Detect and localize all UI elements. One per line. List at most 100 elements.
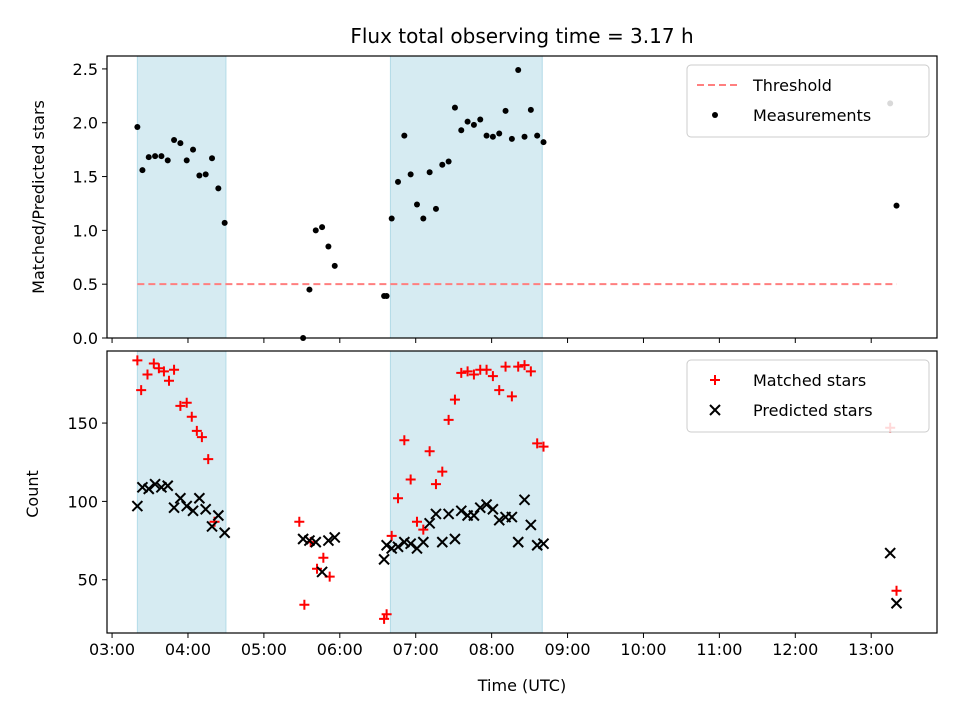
measurement-point bbox=[445, 158, 452, 165]
matched-star-point bbox=[405, 474, 416, 485]
matched-star-point bbox=[294, 516, 305, 527]
predicted-star-point bbox=[417, 536, 430, 548]
legend: Matched stars Predicted stars bbox=[686, 359, 930, 433]
matched-star-point bbox=[399, 435, 410, 446]
measurement-point bbox=[158, 153, 165, 160]
measurement-point bbox=[190, 146, 197, 153]
chart-title: Flux total observing time = 3.17 h bbox=[350, 24, 693, 48]
predicted-star-point bbox=[518, 494, 531, 506]
measurement-point bbox=[496, 130, 503, 137]
x-tick-label: 08:00 bbox=[469, 640, 515, 659]
matched-star-point bbox=[181, 397, 192, 408]
predicted-star-point bbox=[378, 553, 390, 566]
x-tick-label: 12:00 bbox=[772, 640, 818, 659]
predicted-star-point bbox=[890, 597, 903, 609]
predicted-star-point bbox=[487, 503, 499, 515]
measurement-point bbox=[483, 132, 490, 139]
top-y-axis-label: Matched/Predicted stars bbox=[29, 100, 48, 294]
matched-star-point bbox=[196, 432, 207, 443]
predicted-star-point bbox=[474, 501, 486, 514]
x-axis-label: Time (UTC) bbox=[477, 676, 566, 695]
matched-star-point bbox=[494, 385, 505, 396]
matched-star-point bbox=[506, 391, 517, 402]
matched-star-point bbox=[169, 364, 180, 375]
predicted-star-point bbox=[436, 536, 448, 548]
matched-star-point bbox=[163, 375, 174, 386]
legend-matched-swatch bbox=[710, 375, 720, 385]
predicted-star-point bbox=[455, 505, 467, 517]
y-tick-label: 150 bbox=[67, 414, 98, 433]
matched-star-point bbox=[525, 366, 536, 377]
predicted-star-point bbox=[329, 531, 341, 544]
bottom-y-axis-label: Count bbox=[23, 470, 42, 518]
predicted-star-point bbox=[212, 509, 225, 522]
predicted-star-point bbox=[168, 501, 180, 514]
shaded-span bbox=[136, 55, 227, 339]
matched-star-point bbox=[449, 394, 460, 405]
measurement-point bbox=[432, 205, 439, 212]
measurement-point bbox=[420, 215, 427, 222]
matched-star-point bbox=[538, 441, 549, 452]
matched-star-point bbox=[386, 530, 397, 541]
predicted-star-point bbox=[512, 536, 524, 548]
matched-star-point bbox=[424, 446, 435, 457]
matched-star-point bbox=[299, 599, 310, 610]
measurement-point bbox=[458, 127, 465, 134]
matched-star-point bbox=[318, 552, 329, 563]
x-tick-label: 10:00 bbox=[620, 640, 666, 659]
measurement-point bbox=[401, 132, 408, 139]
matched-star-point bbox=[136, 385, 147, 396]
predicted-star-point bbox=[380, 539, 393, 551]
measurement-point bbox=[521, 133, 528, 140]
matched-star-point bbox=[186, 411, 197, 422]
matched-star-point bbox=[468, 369, 479, 380]
measurement-point bbox=[209, 155, 216, 162]
matched-star-point bbox=[411, 516, 422, 527]
measurement-point bbox=[215, 185, 222, 192]
predicted-star-point bbox=[310, 536, 322, 548]
legend-label: Predicted stars bbox=[753, 401, 873, 420]
predicted-star-point bbox=[430, 508, 442, 520]
matched-star-point bbox=[430, 479, 441, 490]
top-panel: 0.0 0.5 1.0 1.5 2.0 2.5 Threshold Measurements bbox=[73, 55, 938, 348]
matched-star-point bbox=[443, 414, 454, 425]
matched-star-point bbox=[500, 361, 511, 372]
matched-star-point bbox=[437, 466, 448, 477]
y-tick-label: 2.5 bbox=[73, 60, 98, 79]
y-tick-label: 2.0 bbox=[73, 114, 98, 133]
measurement-point bbox=[319, 224, 326, 231]
x-tick-label: 04:00 bbox=[165, 640, 211, 659]
shaded-span bbox=[389, 55, 543, 339]
measurement-point bbox=[534, 132, 541, 139]
matched-star-point bbox=[418, 524, 429, 535]
predicted-star-point bbox=[143, 483, 155, 495]
measurement-point bbox=[893, 202, 900, 209]
legend-label: Measurements bbox=[753, 106, 871, 125]
measurement-point bbox=[325, 243, 332, 250]
matched-star-point bbox=[456, 367, 467, 378]
legend-box bbox=[686, 359, 930, 433]
matched-star-point bbox=[381, 609, 392, 620]
matched-star-point bbox=[175, 400, 186, 411]
measurement-point bbox=[306, 286, 313, 293]
predicted-star-point bbox=[404, 537, 417, 550]
measurement-point bbox=[395, 178, 402, 185]
y-tick-label: 0.5 bbox=[73, 275, 98, 294]
measurement-point bbox=[145, 154, 152, 161]
x-tick-label: 05:00 bbox=[241, 640, 287, 659]
measurement-point bbox=[508, 135, 515, 142]
y-tick-label: 1.0 bbox=[73, 221, 98, 240]
predicted-star-point bbox=[537, 537, 550, 550]
measurement-point bbox=[470, 121, 477, 128]
predicted-star-point bbox=[199, 503, 212, 515]
matched-star-point bbox=[393, 493, 404, 504]
bottom-panel: 03:00 04:00 05:00 06:00 07:00 08:00 09:00 10:00… bbox=[67, 350, 938, 659]
predicted-star-point bbox=[193, 492, 206, 504]
x-tick-label: 06:00 bbox=[317, 640, 363, 659]
plot-frame bbox=[106, 55, 938, 339]
predicted-star-point bbox=[131, 500, 144, 512]
matched-star-point bbox=[487, 371, 498, 382]
measurement-point bbox=[407, 171, 414, 178]
measurement-point bbox=[164, 157, 171, 164]
measurement-point bbox=[383, 293, 390, 300]
